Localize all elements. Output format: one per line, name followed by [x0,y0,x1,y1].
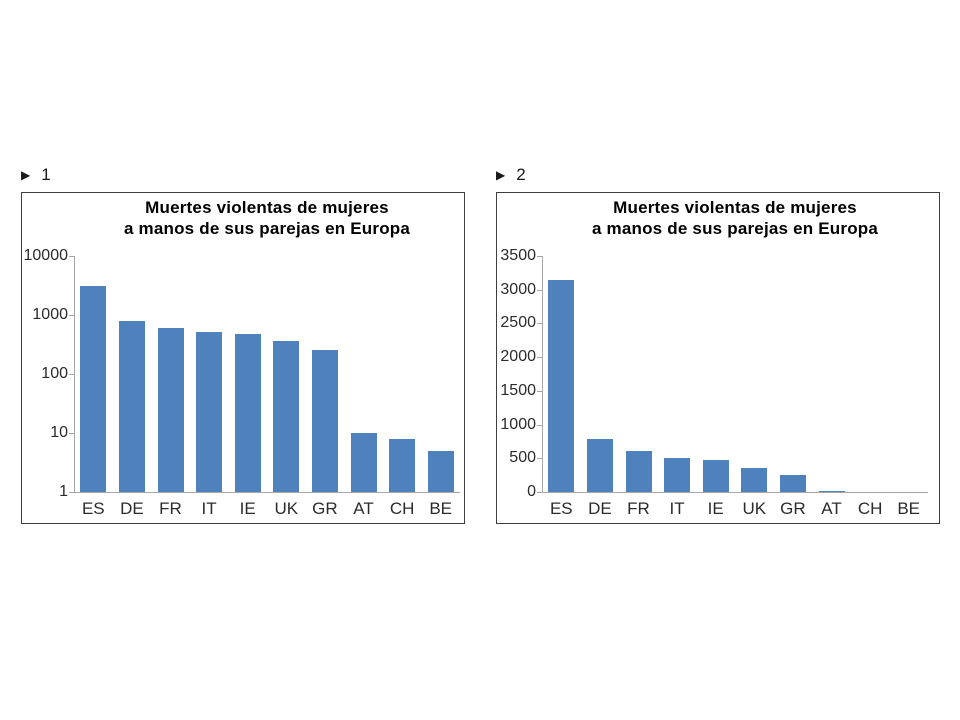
figure-1-number: 1 [41,165,51,184]
x-label-FR: FR [159,499,182,518]
y-tick-1000 [537,424,542,426]
x-label-BE: BE [429,499,453,518]
x-label-GR: GR [780,499,806,518]
x-label-AT: AT [821,499,842,518]
x-label-IT: IT [201,499,217,518]
y-tick-label-1000: 1000 [500,415,536,433]
chart-2-title: Muertes violentas de mujeres a manos de … [542,197,928,239]
play-triangle-icon: ▶ [21,168,31,182]
figure-2-marker: ▶ 2 [496,164,526,186]
x-label-DE: DE [588,499,612,518]
x-label-UK: UK [742,499,767,518]
y-tick-10000 [69,256,74,257]
y-tick-label-10000: 10000 [23,247,69,264]
bar-UK [273,341,300,492]
y-axis-line [542,256,543,492]
y-tick-2000 [537,357,542,359]
bar-IE [702,459,729,492]
chart-1-title-line-2: a manos de sus parejas en Europa [123,219,411,238]
y-tick-2500 [537,323,542,325]
y-tick-label-0: 0 [527,483,536,500]
x-label-GR: GR [312,499,338,518]
x-axis-line [74,492,460,493]
y-tick-label-100: 100 [41,365,68,382]
play-triangle-icon: ▶ [496,168,506,182]
y-tick-label-2000: 2000 [500,348,536,366]
y-tick-3500 [537,256,542,257]
chart-1-title-line-1: Muertes violentas de mujeres [145,198,389,217]
y-tick-label-10: 10 [50,424,68,441]
x-label-IE: IE [707,499,724,518]
y-tick-label-500: 500 [509,449,536,467]
y-tick-500 [537,458,542,460]
x-label-DE: DE [120,499,144,518]
bar-CH [857,491,884,492]
y-tick-1000 [69,315,74,316]
y-tick-label-3500: 3500 [500,247,536,264]
figure-2-number: 2 [516,165,526,184]
bar-UK [741,467,768,492]
y-tick-1500 [537,390,542,392]
bar-GR [779,474,806,492]
x-axis-line [542,492,928,493]
y-tick-1 [69,492,74,493]
bar-ES [80,285,107,492]
x-label-IT: IT [669,499,685,518]
bar-AT [350,433,377,492]
bar-BE [427,450,454,492]
y-tick-label-1000: 1000 [32,306,68,323]
x-label-UK: UK [274,499,299,518]
chart-panel-linear-scale: Muertes violentas de mujeres a manos de … [496,192,940,524]
bar-ES [548,280,575,492]
y-tick-label-1500: 1500 [500,381,536,399]
y-tick-label-2500: 2500 [500,314,536,332]
chart-1-title: Muertes violentas de mujeres a manos de … [74,197,460,239]
x-label-CH: CH [389,499,415,518]
y-tick-label-3000: 3000 [500,280,536,298]
bar-AT [818,491,845,492]
chart-2-title-line-2: a manos de sus parejas en Europa [591,219,879,238]
bar-CH [389,438,416,492]
x-label-CH: CH [857,499,883,518]
x-label-BE: BE [897,499,921,518]
y-tick-label-1: 1 [59,483,68,500]
y-tick-0 [537,492,542,493]
bar-FR [625,450,652,492]
x-label-AT: AT [353,499,374,518]
bar-IT [196,332,223,492]
y-tick-3000 [537,289,542,291]
y-tick-100 [69,374,74,375]
bar-IT [664,457,691,492]
x-label-IE: IE [239,499,256,518]
x-label-ES: ES [549,499,573,518]
figure-1-marker: ▶ 1 [21,164,51,186]
x-label-FR: FR [627,499,650,518]
bar-DE [586,439,613,492]
bar-DE [118,321,145,492]
bar-IE [234,333,261,492]
chart-panel-log-scale: Muertes violentas de mujeres a manos de … [21,192,465,524]
x-label-ES: ES [81,499,105,518]
y-tick-10 [69,433,74,434]
chart-2-title-line-1: Muertes violentas de mujeres [613,198,857,217]
y-axis-line [74,256,75,492]
bar-GR [311,349,338,492]
bar-FR [157,327,184,492]
